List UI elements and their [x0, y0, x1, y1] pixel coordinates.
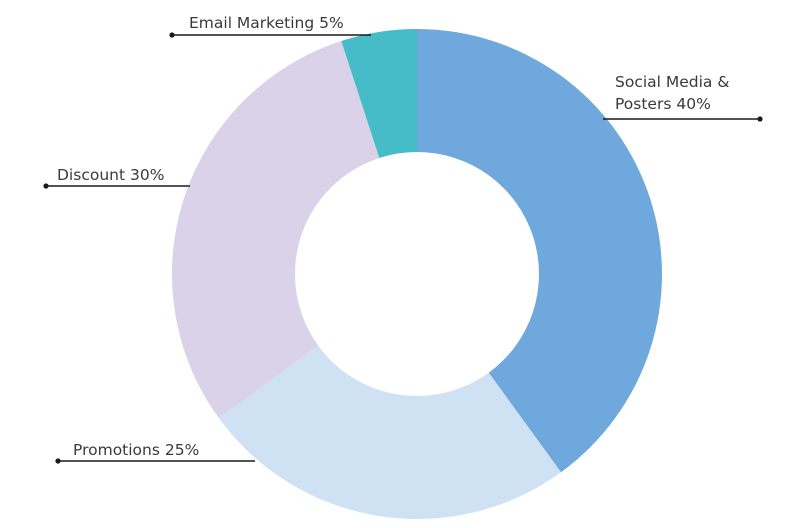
slices-group — [172, 29, 662, 519]
slice-discount-30pct — [172, 40, 380, 419]
slice-label-social-media-and-posters-40pct-line-1: Social Media & — [615, 73, 729, 91]
leader-dot-discount-30pct — [43, 183, 49, 189]
slice-label-social-media-and-posters-40pct-line-2: Posters 40% — [615, 95, 711, 113]
leader-dot-social-media-and-posters-40pct — [757, 116, 763, 122]
labels-group: Social Media & Posters 40% Promotions 25% D… — [43, 14, 763, 464]
slice-social-media-and-posters-40pct — [417, 29, 662, 473]
leader-dot-promotions-25pct — [55, 458, 61, 464]
slice-label-discount-30pct: Discount 30% — [57, 166, 164, 184]
slice-label-email-marketing-5pct: Email Marketing 5% — [189, 14, 344, 32]
slice-email-marketing-5pct — [341, 29, 417, 158]
leader-dot-email-marketing-5pct — [169, 32, 175, 38]
slice-label-promotions-25pct: Promotions 25% — [73, 441, 199, 459]
slice-promotions-25pct — [218, 345, 562, 519]
